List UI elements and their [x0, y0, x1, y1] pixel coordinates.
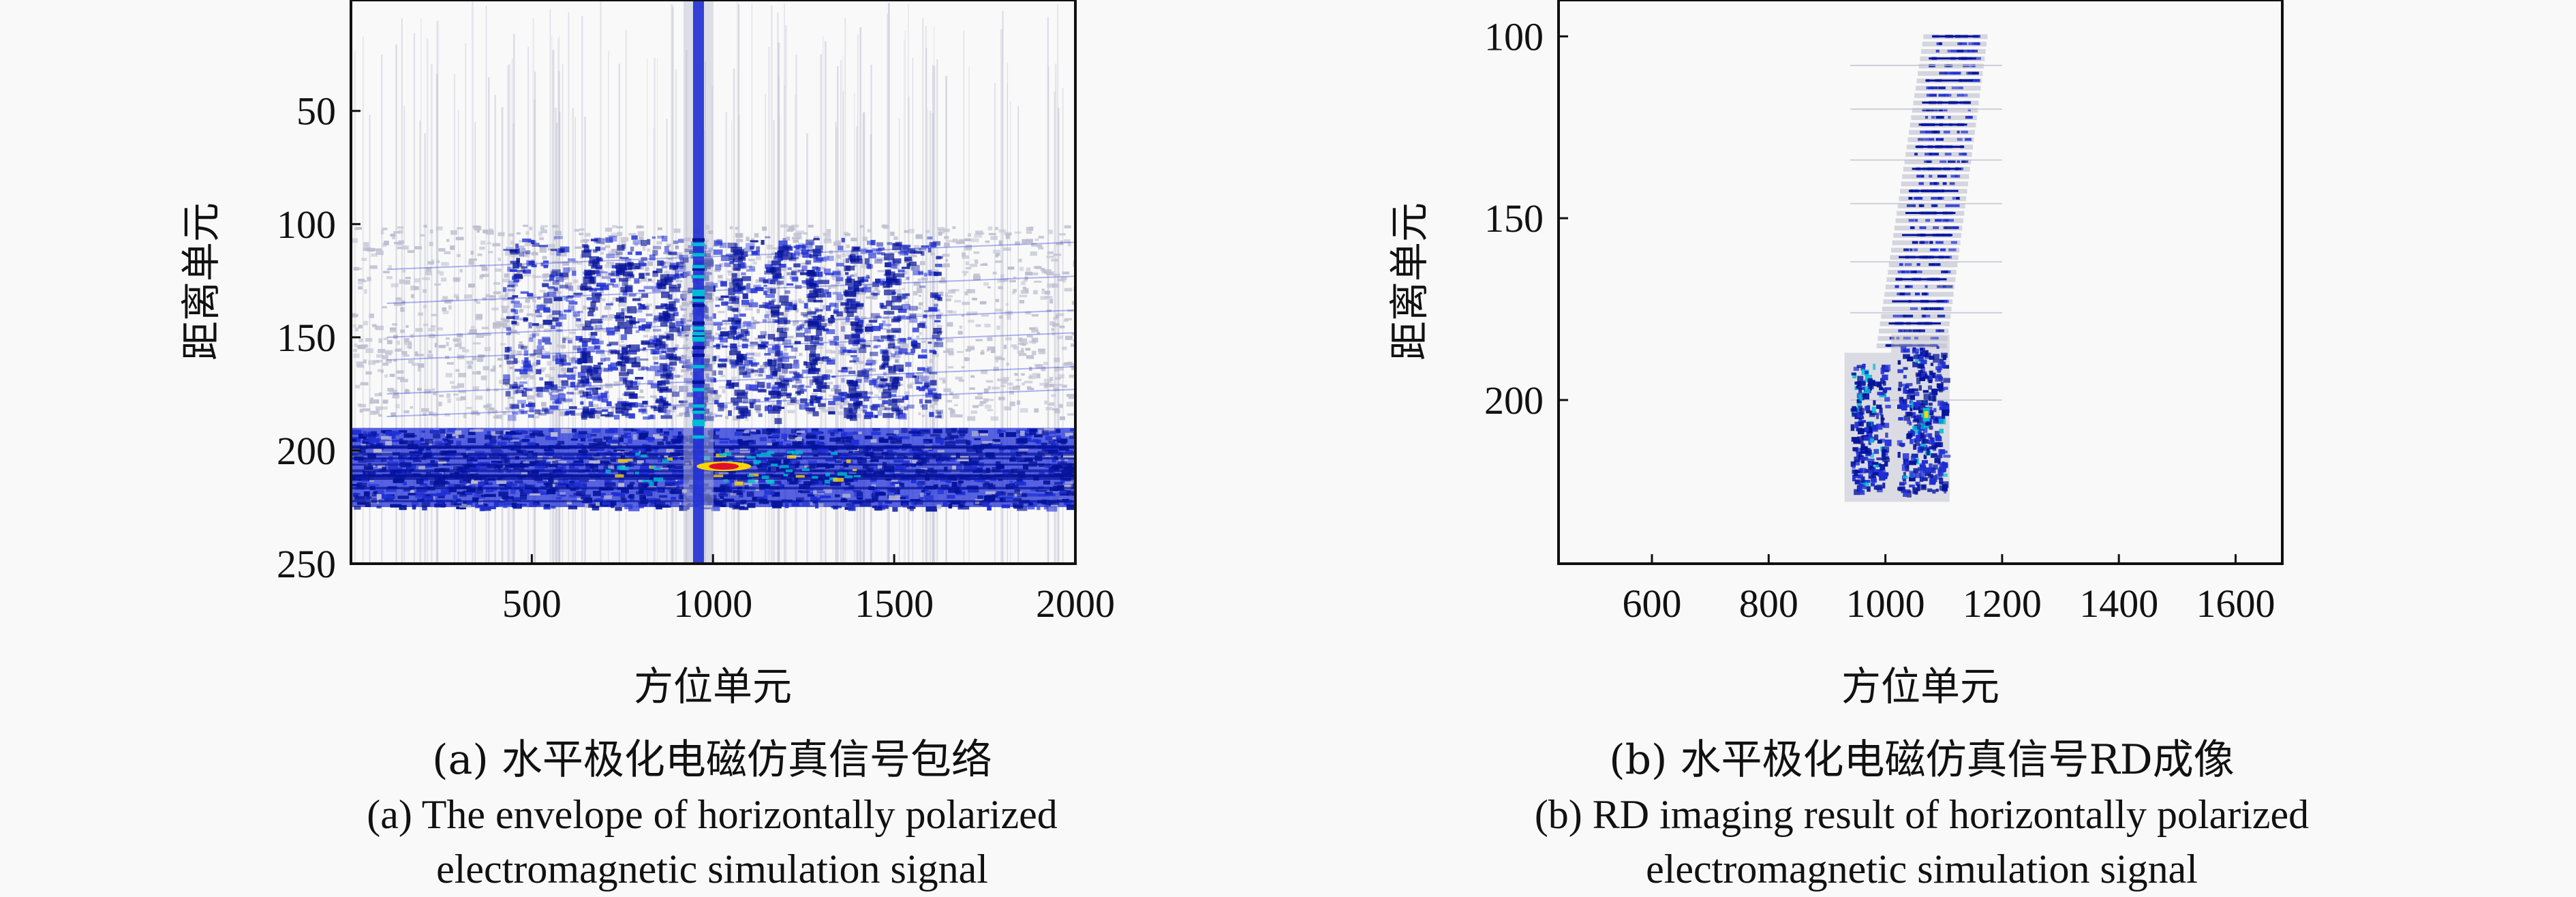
panel-b-caption-english-line2: electromagnetic simulation signal — [1417, 842, 2426, 896]
panel-b-caption-english-line1: (b) RD imaging result of horizontally po… — [1417, 787, 2426, 842]
panel-b-x-tick-label-800: 800 — [1739, 581, 1798, 626]
panel-a-x-tick-label-1500: 1500 — [855, 581, 934, 626]
panel-a-heatmap: 500 1000 1500 2000 50 100 150 200 250 方位单元 距离单元 — [178, 0, 1115, 710]
panel-a-x-tick-label-500: 500 — [502, 581, 562, 626]
panel-a-y-tick-label-50: 50 — [296, 89, 336, 134]
panel-a-caption-chinese: (a) 水平极化电磁仿真信号包络 — [225, 733, 1199, 787]
panel-a-y-axis-label: 距离单元 — [178, 202, 224, 361]
panel-a-caption-english-line1: (a) The envelope of horizontally polariz… — [225, 787, 1199, 842]
panel-a-x-axis-label: 方位单元 — [634, 663, 792, 710]
panel-b-y-axis-label: 距离单元 — [1386, 202, 1432, 361]
panel-b-x-tick-label-600: 600 — [1623, 581, 1682, 626]
panel-b-heatmap: 600 800 1000 1200 1400 1600 100 150 200 方位单元 距离… — [1386, 0, 2282, 710]
panel-a-caption-english-line2: electromagnetic simulation signal — [225, 842, 1199, 896]
panel-a-y-tick-label-100: 100 — [277, 202, 336, 247]
panel-a-y-tick-label-200: 200 — [277, 429, 336, 473]
panel-b-y-tick-label-200: 200 — [1484, 378, 1544, 423]
panel-b-x-tick-label-1200: 1200 — [1963, 581, 2042, 626]
panel-b-x-tick-label-1000: 1000 — [1846, 581, 1925, 626]
panel-a-y-tick-label-250: 250 — [277, 542, 336, 586]
panel-a-x-tick-label-1000: 1000 — [673, 581, 752, 626]
panel-b-x-tick-label-1400: 1400 — [2079, 581, 2158, 626]
panel-b-y-tick-label-150: 150 — [1484, 196, 1544, 241]
panel-b-caption: (b) 水平极化电磁仿真信号RD成像 (b) RD imaging result… — [1417, 733, 2426, 896]
panel-a-y-ticks: 50 100 150 200 250 — [277, 89, 361, 586]
panel-b-caption-chinese: (b) 水平极化电磁仿真信号RD成像 — [1417, 733, 2426, 787]
panel-b-y-ticks: 100 150 200 — [1484, 14, 1568, 423]
panel-b-y-tick-label-100: 100 — [1484, 14, 1544, 59]
panel-a-caption: (a) 水平极化电磁仿真信号包络 (a) The envelope of hor… — [225, 733, 1199, 896]
panel-b-x-tick-label-1600: 1600 — [2196, 581, 2275, 626]
panel-b-x-axis-label: 方位单元 — [1841, 663, 1999, 710]
panel-a-y-tick-label-150: 150 — [277, 316, 336, 360]
panel-a-x-tick-label-2000: 2000 — [1036, 581, 1115, 626]
